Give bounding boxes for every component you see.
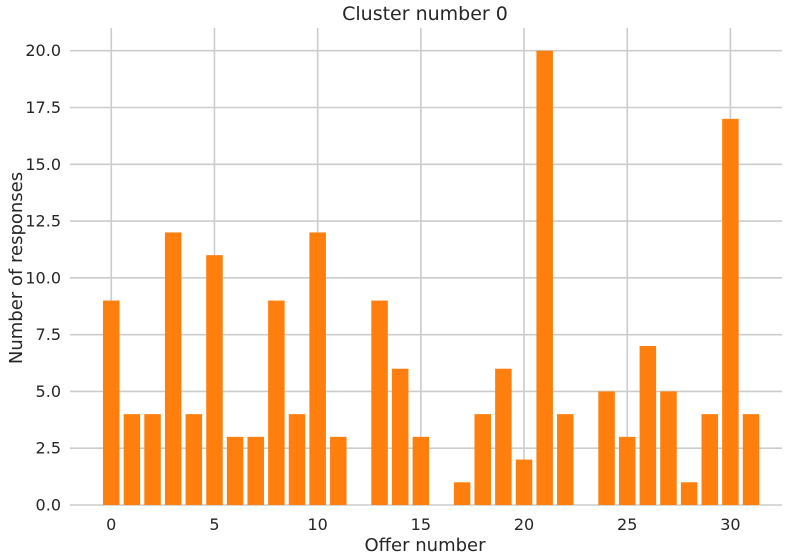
y-tick-label: 10.0	[25, 268, 61, 287]
bar-offer-14	[391, 368, 409, 505]
bar-offer-27	[660, 391, 677, 505]
x-tick-label: 30	[720, 515, 740, 534]
bars	[103, 50, 760, 505]
bar-offer-11	[330, 436, 347, 505]
bar-offer-1	[123, 414, 141, 505]
x-tick-label: 15	[411, 515, 431, 534]
y-tick-label: 17.5	[25, 98, 61, 117]
bar-offer-13	[371, 300, 388, 505]
bar-offer-21	[536, 50, 553, 505]
bar-offer-3	[164, 232, 182, 505]
bar-offer-0	[103, 300, 120, 505]
x-tick-labels: 0 5 10 15 20 25 30	[106, 515, 740, 534]
bar-offer-19	[495, 368, 512, 505]
y-tick-label: 20.0	[25, 41, 61, 60]
bar-offer-7	[247, 436, 264, 505]
y-tick-label: 5.0	[36, 382, 61, 401]
x-tick-label: 25	[617, 515, 637, 534]
y-tick-label: 12.5	[25, 212, 61, 231]
chart-title: Cluster number 0	[342, 3, 508, 25]
x-tick-label: 20	[514, 515, 534, 534]
bar-offer-8	[268, 300, 285, 505]
bar-offer-24	[598, 391, 615, 505]
y-tick-label: 7.5	[36, 325, 61, 344]
x-tick-label: 10	[307, 515, 327, 534]
bar-offer-9	[288, 414, 306, 505]
bar-offer-22	[557, 414, 574, 505]
bar-offer-15	[412, 436, 430, 505]
bar-offer-4	[185, 414, 203, 505]
bar-offer-31	[742, 414, 760, 505]
bar-offer-28	[680, 482, 698, 505]
bar-offer-26	[639, 346, 657, 505]
bar-offer-30	[722, 118, 739, 505]
bar-offer-29	[701, 414, 719, 505]
y-axis-label: Number of responses	[6, 172, 27, 364]
bar-offer-6	[226, 436, 244, 505]
x-tick-label: 5	[209, 515, 219, 534]
grid-lines	[70, 28, 782, 506]
x-axis-label: Offer number	[364, 535, 486, 556]
bar-offer-20	[515, 459, 533, 505]
y-tick-label: 15.0	[25, 155, 61, 174]
bar-offer-5	[206, 255, 223, 505]
bar-offer-25	[618, 436, 636, 505]
y-tick-label: 2.5	[36, 439, 61, 458]
x-tick-label: 0	[106, 515, 116, 534]
bar-offer-18	[474, 414, 492, 505]
bar-offer-17	[453, 482, 471, 505]
bar-offer-2	[144, 414, 161, 505]
bar-offer-10	[309, 232, 326, 505]
y-tick-label: 0.0	[36, 496, 61, 515]
y-tick-labels: 0.0 2.5 5.0 7.5 10.0 12.5 15.0 17.5 20.0	[25, 41, 61, 514]
